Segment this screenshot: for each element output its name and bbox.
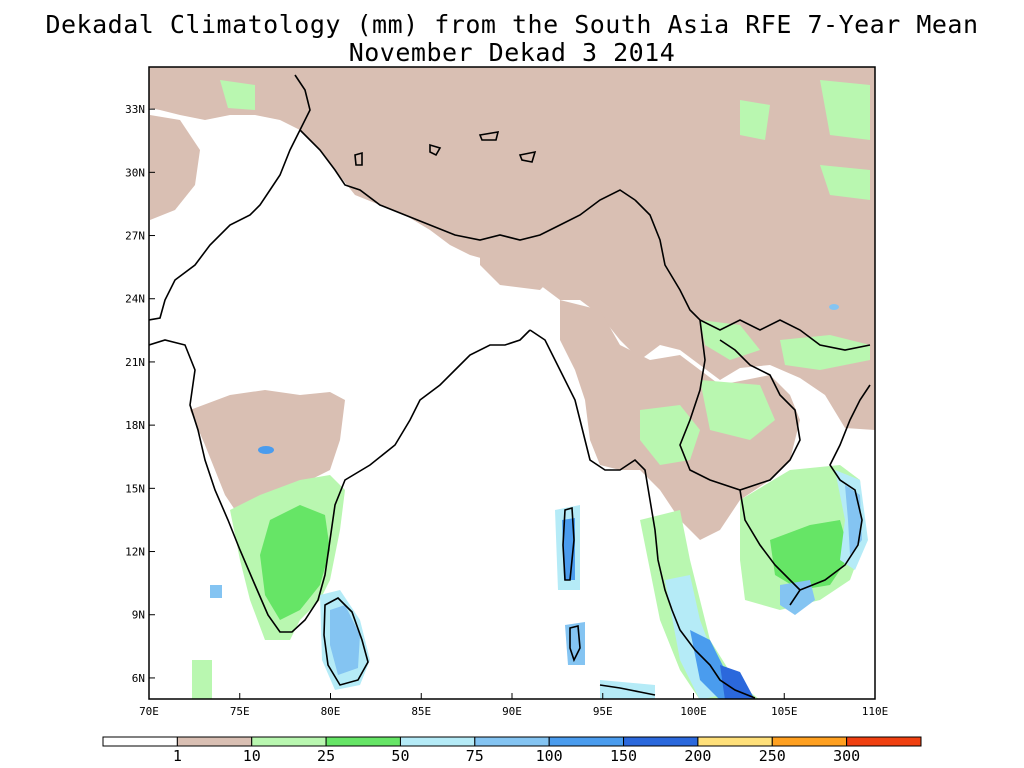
rain-zone-1-10-patch	[480, 240, 560, 290]
rain-zone-75-100-sri-lanka	[330, 605, 360, 675]
rain-zone-150-200-malay	[720, 665, 755, 699]
y-tick-label: 9N	[132, 609, 145, 622]
rain-zone-10-25-patch	[780, 335, 870, 370]
x-tick-label: 100E	[680, 705, 707, 718]
sumatra-coast	[599, 684, 656, 696]
colorbar-label: 300	[833, 747, 860, 765]
colorbar-swatch	[176, 736, 253, 747]
northwest-border	[149, 74, 311, 321]
lake	[429, 143, 442, 157]
rain-zone-1-10-patch	[150, 115, 200, 220]
rainfall-field	[149, 67, 875, 699]
rain-zone-25-50-south-india	[260, 505, 330, 620]
colorbar-label: 10	[243, 747, 261, 765]
colorbar-swatch	[399, 736, 476, 747]
colorbar-label: 50	[391, 747, 409, 765]
x-tick-label: 75E	[230, 705, 250, 718]
colorbar-label: 25	[317, 747, 335, 765]
nicobar-islands	[569, 624, 581, 663]
colorbar: 1 10 25 50 75 100 150 200 250 300	[102, 736, 922, 765]
lake	[518, 150, 537, 163]
vietnam-coastline	[789, 384, 871, 606]
x-tick-label: 95E	[593, 705, 613, 718]
rain-spot	[258, 446, 274, 454]
rain-zone-75-100-mekong	[780, 580, 815, 615]
rain-zone-75-100-lakshadweep	[210, 585, 222, 598]
india-coastline	[149, 329, 531, 633]
rain-zone-10-25-patch	[820, 80, 870, 140]
rain-zone-10-25-patch	[700, 320, 760, 360]
colorbar-swatch	[548, 736, 625, 747]
rain-zone-10-25-patch	[820, 165, 870, 200]
lake	[354, 151, 363, 166]
rain-zone-25-50-indochina-south	[770, 520, 850, 590]
colorbar-swatch	[102, 736, 178, 747]
y-tick-label: 18N	[125, 419, 145, 432]
bangladesh-myanmar-coast	[529, 329, 756, 699]
y-tick-label: 12N	[125, 546, 145, 559]
colorbar-swatch	[771, 736, 848, 747]
y-tick-label: 24N	[125, 293, 145, 306]
rain-zone-10-25-maldives	[192, 660, 212, 699]
y-axis: 6N 9N 12N 15N 18N 21N 24N 27N 30N 33N	[125, 103, 155, 685]
colorbar-swatch	[846, 736, 922, 747]
gulf-of-thailand	[739, 489, 801, 591]
y-tick-label: 6N	[132, 672, 145, 685]
x-tick-label: 105E	[771, 705, 798, 718]
rain-zone-10-25-patch	[700, 380, 775, 440]
y-tick-label: 21N	[125, 356, 145, 369]
rain-zone-10-25-malay	[640, 510, 759, 699]
x-tick-label: 90E	[502, 705, 522, 718]
y-tick-label: 30N	[125, 166, 145, 179]
colorbar-swatch	[623, 736, 699, 747]
colorbar-swatch	[474, 736, 550, 747]
colorbar-label: 1	[173, 747, 182, 765]
map-title: Dekadal Climatology (mm) from the South …	[45, 10, 979, 39]
rain-zone-10-25-patch	[740, 100, 770, 140]
lake	[478, 131, 500, 141]
sri-lanka-coastline	[323, 597, 369, 686]
myanmar-thailand-border	[634, 199, 871, 351]
x-tick-label: 110E	[862, 705, 889, 718]
colorbar-label: 150	[610, 747, 637, 765]
coastlines-borders	[149, 74, 871, 699]
x-axis: 70E 75E 80E 85E 90E 95E 100E 105E 110E	[139, 693, 888, 718]
colorbar-label: 75	[466, 747, 484, 765]
x-tick-label: 85E	[411, 705, 431, 718]
colorbar-swatch	[697, 736, 773, 747]
y-tick-label: 27N	[125, 230, 145, 243]
colorbar-swatch	[325, 736, 401, 747]
himalaya-border	[299, 129, 636, 241]
colorbar-swatch	[251, 736, 327, 747]
rain-spot	[829, 304, 839, 310]
colorbar-label: 200	[684, 747, 711, 765]
y-tick-label: 33N	[125, 103, 145, 116]
rain-zone-10-25-patch	[640, 405, 700, 465]
colorbar-label: 250	[759, 747, 786, 765]
rain-zone-10-25-patch	[220, 80, 255, 110]
map-subtitle: November Dekad 3 2014	[348, 38, 676, 67]
andaman-islands	[562, 506, 575, 581]
indochina-borders	[679, 319, 801, 491]
y-tick-label: 15N	[125, 482, 145, 495]
x-tick-label: 70E	[139, 705, 159, 718]
x-tick-label: 80E	[321, 705, 341, 718]
colorbar-label: 100	[536, 747, 563, 765]
